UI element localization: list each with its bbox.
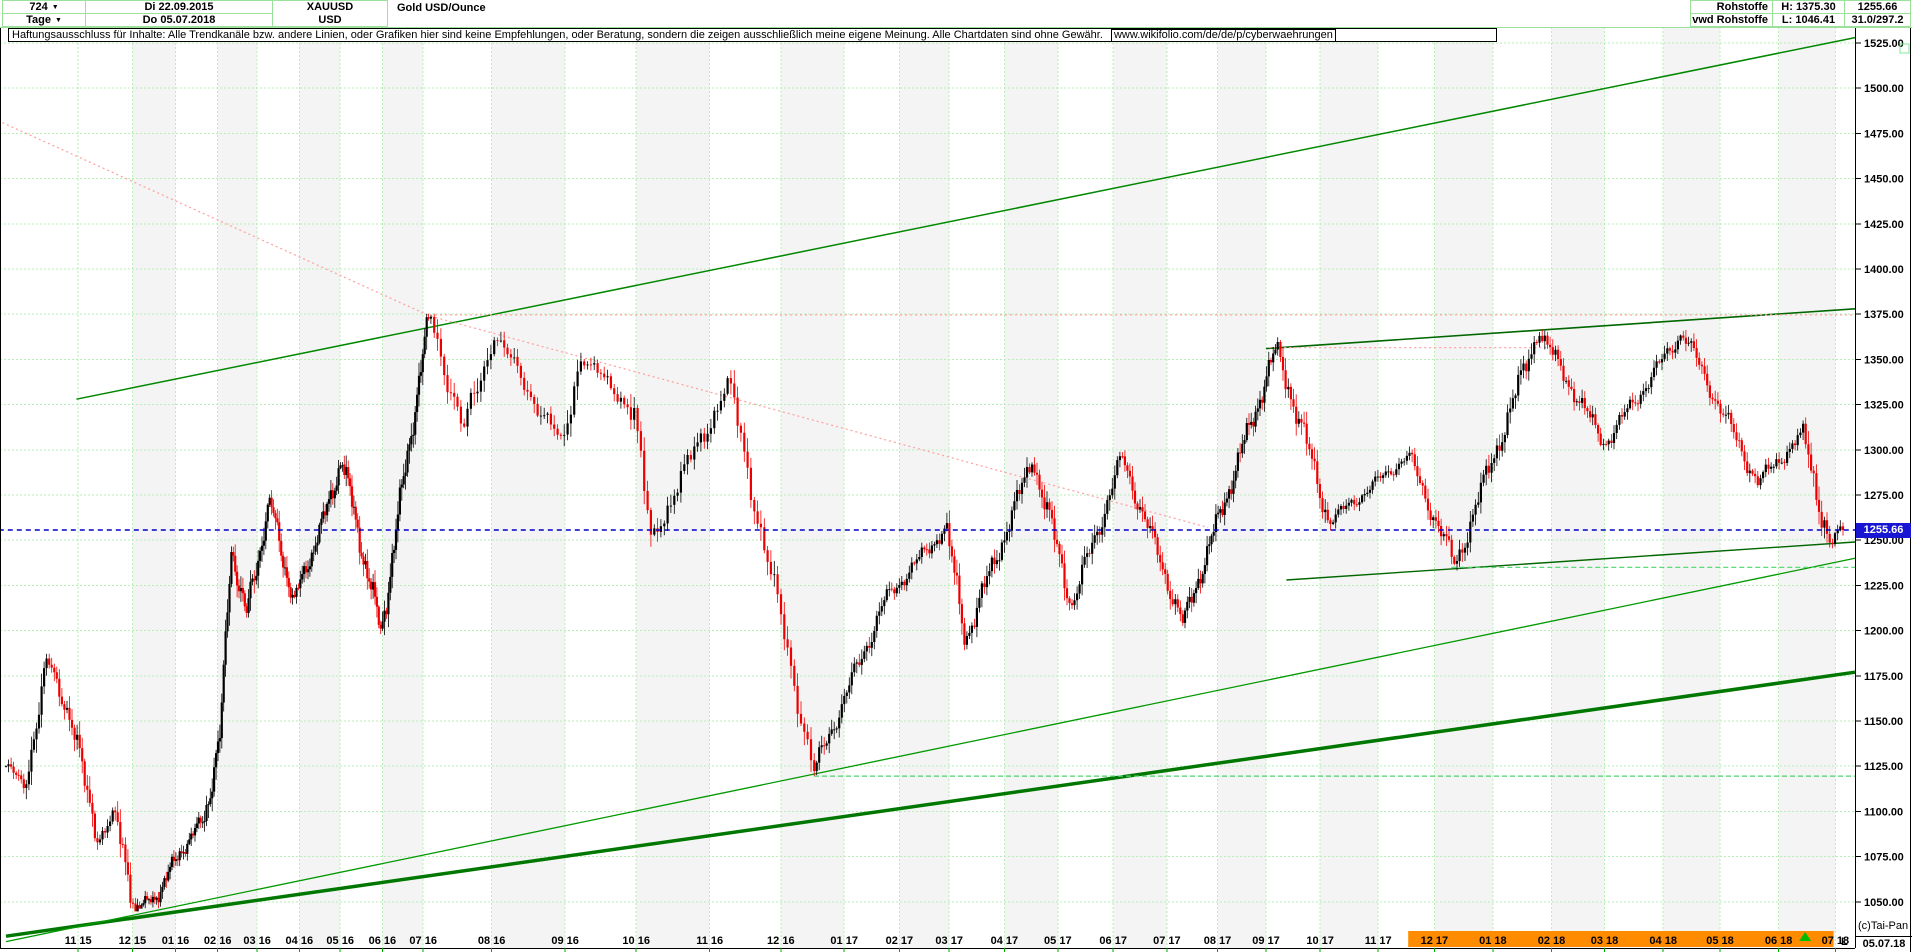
disclaimer-text: Haftungsausschluss für Inhalte: Alle Tre… (12, 29, 1106, 41)
period-low-cell: L: 1046.41 (1772, 13, 1845, 27)
svg-text:04 18: 04 18 (1649, 935, 1677, 947)
end-date-field[interactable]: Do 05.07.2018 (85, 13, 273, 27)
svg-text:1300.00: 1300.00 (1864, 445, 1904, 457)
svg-text:10 17: 10 17 (1306, 935, 1334, 947)
svg-text:06 16: 06 16 (369, 935, 397, 947)
svg-text:1375.00: 1375.00 (1864, 309, 1904, 321)
end-date-value: Do 05.07.2018 (142, 14, 216, 26)
svg-text:1525.00: 1525.00 (1864, 38, 1904, 50)
last-price-badge: 1255.66 (1856, 523, 1911, 538)
svg-text:09 17: 09 17 (1252, 935, 1280, 947)
svg-text:1050.00: 1050.00 (1864, 897, 1904, 909)
svg-text:1425.00: 1425.00 (1864, 219, 1904, 231)
svg-text:07 18: 07 18 (1822, 935, 1850, 947)
start-date-value: Di 22.09.2015 (144, 1, 214, 13)
instrument-title: Gold USD/Ounce (397, 2, 486, 14)
corner-date-label: 05.07.18 (1862, 938, 1906, 950)
svg-text:1250.00: 1250.00 (1864, 535, 1904, 547)
symbol-cell: XAUUSD USD (272, 0, 388, 27)
svg-text:1325.00: 1325.00 (1864, 400, 1904, 412)
svg-text:02 18: 02 18 (1538, 935, 1566, 947)
timeframe-value: Tage (26, 14, 51, 26)
wikifolio-link[interactable]: www.wikifolio.com/de/de/p/cyberwaehrunge… (1110, 29, 1336, 42)
currency-value: USD (318, 14, 342, 26)
svg-text:12 16: 12 16 (767, 935, 795, 947)
svg-text:05 18: 05 18 (1706, 935, 1734, 947)
period-high-cell: H: 1375.30 (1772, 0, 1845, 14)
svg-text:01 16: 01 16 (162, 935, 190, 947)
range-ratio-cell: 31.0/297.2 (1844, 13, 1911, 27)
bars-count-value: 724 (29, 1, 48, 13)
source-cell: vwd Rohstoffe (1690, 13, 1773, 27)
svg-text:03 18: 03 18 (1591, 935, 1619, 947)
svg-text:1450.00: 1450.00 (1864, 174, 1904, 186)
svg-text:08 16: 08 16 (478, 935, 506, 947)
svg-text:05 16: 05 16 (326, 935, 354, 947)
svg-text:1225.00: 1225.00 (1864, 580, 1904, 592)
copyright-label: (c)Tai-Pan (1858, 920, 1909, 932)
svg-text:12 15: 12 15 (119, 935, 147, 947)
timeframe-dropdown[interactable]: Tage ▼ (2, 13, 86, 27)
svg-text:03 16: 03 16 (243, 935, 271, 947)
svg-text:11 15: 11 15 (65, 935, 92, 947)
bars-count-dropdown[interactable]: 724 ▼ (2, 0, 86, 14)
svg-text:02 16: 02 16 (204, 935, 232, 947)
svg-text:10 16: 10 16 (622, 935, 650, 947)
svg-text:1350.00: 1350.00 (1864, 354, 1904, 366)
svg-text:07 17: 07 17 (1153, 935, 1181, 947)
svg-text:1200.00: 1200.00 (1864, 626, 1904, 638)
svg-text:02 17: 02 17 (886, 935, 914, 947)
chevron-down-icon: ▼ (51, 4, 59, 11)
svg-text:12 17: 12 17 (1421, 935, 1449, 947)
svg-text:04 16: 04 16 (286, 935, 314, 947)
svg-text:01 18: 01 18 (1479, 935, 1507, 947)
disclaimer-banner: Haftungsausschluss für Inhalte: Alle Tre… (8, 28, 1497, 42)
svg-text:01 17: 01 17 (830, 935, 858, 947)
last-marker-label: L (1841, 936, 1848, 948)
svg-text:1400.00: 1400.00 (1864, 264, 1904, 276)
chart-header: 724 ▼ Tage ▼ Di 22.09.2015 Do 05.07.2018 X… (0, 0, 1912, 28)
svg-text:1150.00: 1150.00 (1864, 716, 1903, 728)
svg-text:1275.00: 1275.00 (1864, 490, 1904, 502)
svg-text:1075.00: 1075.00 (1864, 852, 1904, 864)
svg-text:06 18: 06 18 (1765, 935, 1793, 947)
symbol-value: XAUUSD (306, 1, 354, 13)
svg-text:1475.00: 1475.00 (1864, 128, 1904, 140)
svg-text:1175.00: 1175.00 (1864, 671, 1903, 683)
chevron-down-icon: ▼ (54, 17, 62, 24)
svg-text:11 17: 11 17 (1365, 935, 1392, 947)
svg-text:03 17: 03 17 (935, 935, 963, 947)
svg-text:07 16: 07 16 (409, 935, 437, 947)
svg-text:1100.00: 1100.00 (1864, 806, 1903, 818)
svg-text:09 16: 09 16 (551, 935, 579, 947)
svg-text:05 17: 05 17 (1044, 935, 1072, 947)
svg-text:08 17: 08 17 (1204, 935, 1232, 947)
svg-text:06 17: 06 17 (1099, 935, 1127, 947)
svg-text:1125.00: 1125.00 (1864, 761, 1903, 773)
last-price-cell: 1255.66 (1844, 0, 1911, 14)
start-date-field[interactable]: Di 22.09.2015 (85, 0, 273, 14)
svg-text:11 16: 11 16 (696, 935, 723, 947)
category-cell: Rohstoffe (1690, 0, 1773, 14)
svg-text:1500.00: 1500.00 (1864, 83, 1904, 95)
svg-text:04 17: 04 17 (991, 935, 1019, 947)
